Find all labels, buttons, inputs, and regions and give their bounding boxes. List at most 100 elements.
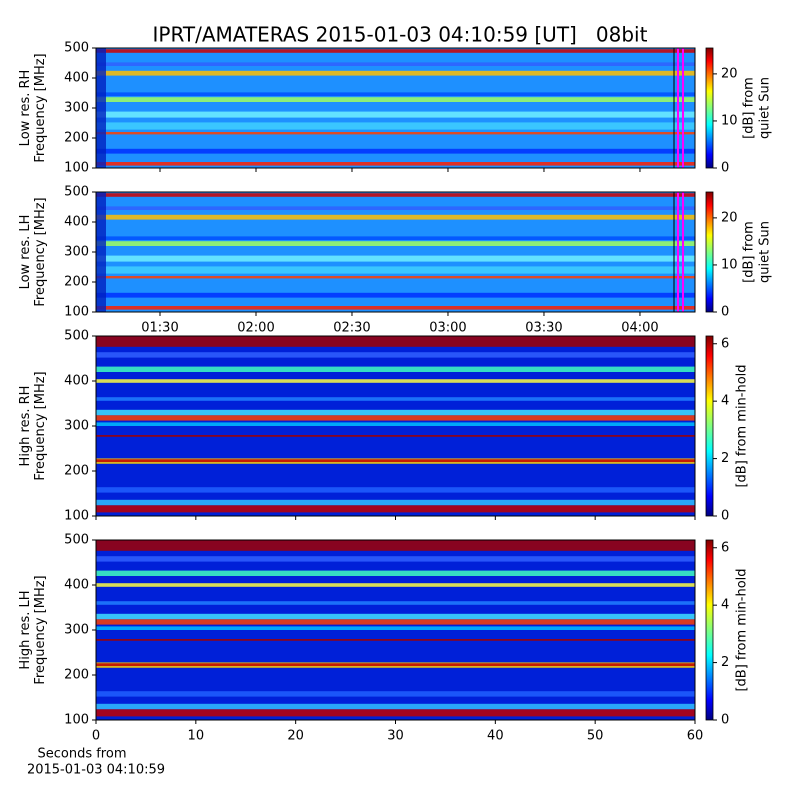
colorbar-tick-label: 6 (721, 540, 729, 555)
colorbar-tick-label: 0 (721, 509, 729, 524)
y-axis-label: Low res. LH (18, 215, 33, 290)
y-axis-label: Low res. RH (18, 70, 33, 147)
colorbar (705, 539, 714, 721)
x-tick-label: 03:30 (525, 321, 562, 336)
heatmap-band (96, 613, 695, 620)
heatmap-band (96, 336, 695, 347)
y-axis-label: Frequency [MHz] (33, 197, 48, 306)
y-tick-label: 200 (64, 464, 89, 479)
colorbar (705, 335, 714, 517)
heatmap-band (96, 459, 695, 462)
heatmap-band (96, 92, 695, 96)
y-tick-label: 200 (64, 131, 89, 146)
heatmap-band (96, 111, 695, 118)
x-tick-label: 10 (188, 729, 205, 744)
x-tick-label: 30 (387, 729, 404, 744)
colorbar (705, 191, 714, 313)
heatmap-band (96, 255, 695, 262)
heatmap-band (96, 691, 695, 697)
heatmap-band (96, 540, 695, 551)
heatmap-background (96, 192, 695, 312)
y-axis-label: Frequency [MHz] (33, 371, 48, 480)
y-axis-label: High res. RH (18, 386, 33, 467)
heatmap-band (96, 556, 695, 562)
heatmap-band (96, 97, 695, 102)
heatmap-band (96, 505, 695, 513)
heatmap-band (96, 366, 695, 372)
x-tick-label: 60 (687, 729, 704, 744)
heatmap-band (96, 487, 695, 493)
colorbar-tick-label: 0 (721, 161, 729, 176)
heatmap-band (96, 626, 695, 630)
y-tick-label: 500 (64, 533, 89, 548)
heatmap-band (96, 148, 695, 154)
x-tick-label: 04:00 (621, 321, 658, 336)
heatmap-band (96, 162, 695, 166)
heatmap-band (96, 422, 695, 426)
x-tick-label: 50 (587, 729, 604, 744)
heatmap-band (96, 435, 695, 437)
heatmap-band (96, 352, 695, 358)
heatmap-band (96, 397, 695, 401)
heatmap-band (96, 70, 695, 76)
y-tick-label: 200 (64, 668, 89, 683)
y-tick-label: 400 (64, 578, 89, 593)
heatmap-band (96, 570, 695, 576)
y-tick-label: 200 (64, 275, 89, 290)
y-tick-label: 400 (64, 215, 89, 230)
colorbar-tick-label: 10 (721, 113, 738, 128)
heatmap-band (96, 709, 695, 717)
heatmap-background (96, 48, 695, 168)
x-tick-label: 0 (92, 729, 100, 744)
y-tick-label: 500 (64, 41, 89, 56)
y-tick-label: 100 (64, 713, 89, 728)
heatmap-band (96, 62, 695, 66)
y-tick-label: 300 (64, 623, 89, 638)
y-tick-label: 300 (64, 101, 89, 116)
x-axis-label: 2015-01-03 04:10:59 (27, 763, 165, 778)
colorbar-label: quiet Sun (758, 221, 773, 283)
y-tick-label: 100 (64, 161, 89, 176)
colorbar-tick-label: 4 (721, 598, 729, 613)
colorbar-tick-label: 4 (721, 394, 729, 409)
x-tick-label: 40 (487, 729, 504, 744)
heatmap-band (96, 409, 695, 416)
heatmap-band (96, 214, 695, 220)
colorbar-tick-label: 20 (721, 66, 738, 81)
x-tick-label: 03:00 (429, 321, 466, 336)
colorbar-tick-label: 2 (721, 451, 729, 466)
heatmap-band (96, 639, 695, 641)
heatmap-band (96, 703, 695, 710)
y-tick-label: 500 (64, 329, 89, 344)
heatmap-band (96, 306, 695, 310)
colorbar-tick-label: 20 (721, 210, 738, 225)
colorbar-tick-label: 0 (721, 305, 729, 320)
y-axis-label: Frequency [MHz] (33, 575, 48, 684)
colorbar-tick-label: 10 (721, 257, 738, 272)
heatmap-band (96, 266, 695, 274)
heatmap-band (96, 292, 695, 298)
heatmap-band (96, 663, 695, 666)
y-tick-label: 300 (64, 419, 89, 434)
heatmap-band (96, 122, 695, 130)
colorbar-label: [dB] from min-hold (735, 364, 750, 487)
heatmap-band (96, 132, 695, 135)
heatmap-edge (96, 48, 106, 168)
y-tick-label: 100 (64, 305, 89, 320)
heatmap-edge (96, 192, 106, 312)
colorbar-tick-label: 2 (721, 655, 729, 670)
heatmap-band (96, 415, 695, 421)
x-axis-label: Seconds from (37, 747, 126, 762)
y-tick-label: 100 (64, 509, 89, 524)
colorbar-label: [dB] from (742, 77, 757, 139)
x-tick-label: 01:30 (141, 321, 178, 336)
x-tick-label: 02:00 (237, 321, 274, 336)
y-tick-label: 300 (64, 245, 89, 260)
heatmap-band (96, 601, 695, 605)
x-tick-label: 20 (287, 729, 304, 744)
colorbar-tick-label: 0 (721, 713, 729, 728)
colorbar (705, 47, 714, 169)
heatmap-band (96, 499, 695, 506)
heatmap-band (96, 193, 695, 197)
y-tick-label: 400 (64, 71, 89, 86)
